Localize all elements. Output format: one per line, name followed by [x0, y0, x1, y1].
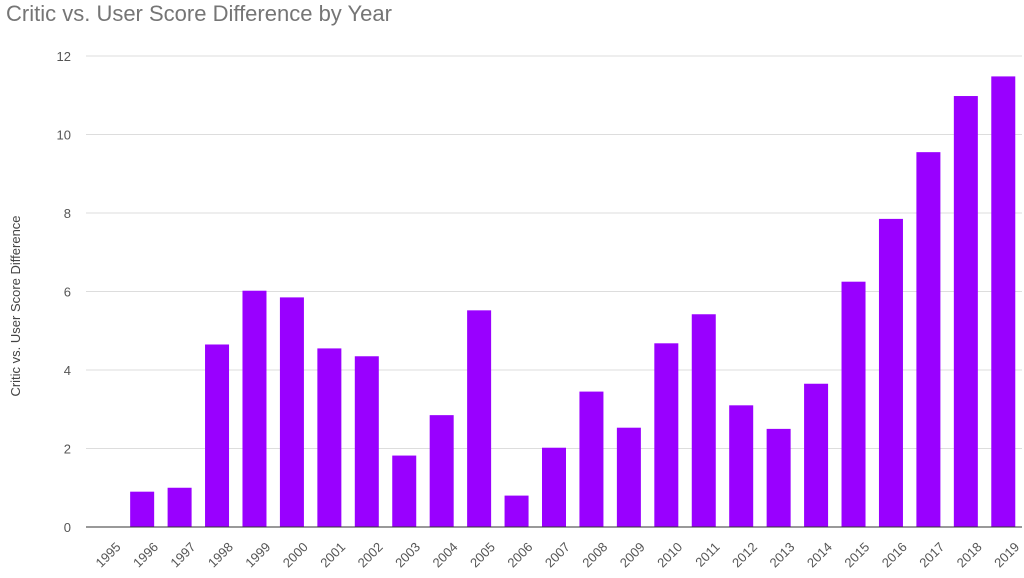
x-tick-label-2011: 2011 — [692, 539, 722, 569]
x-tick-label-2015: 2015 — [841, 539, 872, 570]
bar-2018 — [953, 96, 978, 527]
x-tick-label-2013: 2013 — [766, 539, 797, 570]
bar-1996 — [130, 491, 155, 527]
x-tick-label-2009: 2009 — [617, 539, 648, 570]
x-tick-label-1999: 1999 — [242, 539, 273, 570]
x-tick-label-2007: 2007 — [542, 539, 573, 570]
chart-title: Critic vs. User Score Difference by Year — [6, 1, 392, 26]
gridlines — [86, 55, 1022, 449]
x-tick-label-2003: 2003 — [392, 539, 423, 570]
y-tick-label: 0 — [64, 520, 71, 535]
bar-2019 — [991, 76, 1016, 527]
x-tick-label-2001: 2001 — [317, 539, 348, 570]
bar-2000 — [279, 297, 304, 527]
bar-2013 — [766, 428, 791, 528]
bar-1998 — [205, 344, 230, 527]
x-tick-label-2016: 2016 — [879, 539, 910, 570]
x-tick-label-2012: 2012 — [729, 539, 760, 570]
bar-2008 — [579, 391, 604, 527]
bar-2003 — [392, 455, 417, 527]
y-tick-label: 4 — [64, 363, 71, 378]
y-tick-label: 6 — [64, 285, 71, 300]
bars — [130, 76, 1016, 528]
bar-2001 — [317, 348, 342, 527]
x-tick-labels: 1995 1996 1997 1998 1999 2000 2001 2002 2003 2004… — [93, 539, 1023, 570]
bar-1997 — [167, 487, 192, 527]
bar-2005 — [467, 310, 492, 527]
bar-2007 — [542, 447, 566, 527]
x-tick-label-2006: 2006 — [504, 539, 535, 570]
x-tick-label-2000: 2000 — [280, 539, 311, 570]
bar-2010 — [654, 343, 679, 527]
x-tick-label-2018: 2018 — [954, 539, 985, 570]
bar-2012 — [729, 405, 754, 527]
y-axis-label: Critic vs. User Score Difference — [8, 215, 23, 396]
bar-2017 — [916, 152, 941, 527]
bar-2015 — [841, 281, 866, 527]
bar-2002 — [354, 356, 379, 527]
bar-1999 — [242, 290, 267, 527]
y-tick-label: 8 — [64, 206, 71, 221]
bar-2016 — [878, 218, 903, 527]
bar-2014 — [804, 383, 829, 527]
x-tick-label-2008: 2008 — [579, 539, 610, 570]
x-tick-label-1995: 1995 — [93, 539, 124, 570]
y-tick-label: 12 — [57, 49, 71, 64]
x-tick-label-2004: 2004 — [430, 539, 461, 570]
x-tick-label-1996: 1996 — [130, 539, 161, 570]
x-tick-label-2014: 2014 — [804, 539, 835, 570]
bar-2011 — [691, 314, 716, 527]
bar-2006 — [504, 495, 529, 527]
y-tick-labels: 0 2 4 6 8 10 12 — [57, 49, 71, 535]
x-tick-label-2005: 2005 — [467, 539, 498, 570]
x-tick-label-2010: 2010 — [654, 539, 685, 570]
x-tick-label-1998: 1998 — [205, 539, 236, 570]
x-tick-label-1997: 1997 — [167, 539, 198, 570]
y-tick-label: 10 — [57, 128, 71, 143]
y-tick-label: 2 — [64, 442, 71, 457]
bar-2004 — [429, 415, 454, 527]
x-tick-label-2019: 2019 — [991, 539, 1022, 570]
x-tick-label-2017: 2017 — [916, 539, 947, 570]
x-tick-label-2002: 2002 — [355, 539, 386, 570]
bar-2009 — [616, 427, 641, 527]
